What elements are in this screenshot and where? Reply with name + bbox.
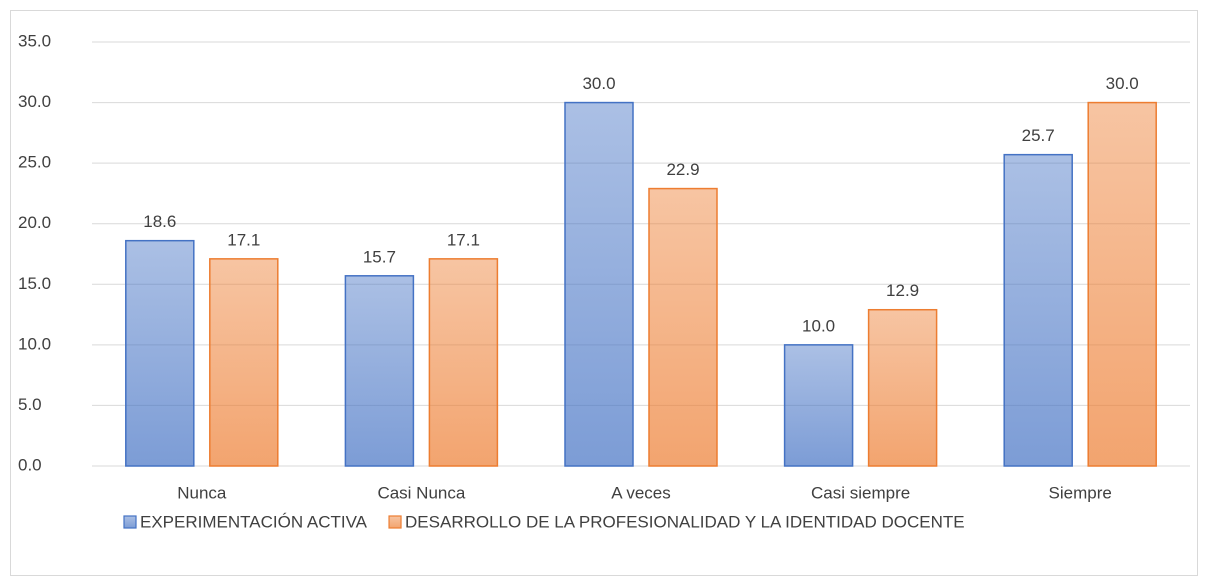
x-tick-label: Nunca xyxy=(177,483,227,502)
data-label: 12.9 xyxy=(886,281,919,300)
bar xyxy=(428,258,499,467)
bar xyxy=(344,275,415,467)
legend-swatch xyxy=(388,515,402,529)
y-tick-label: 25.0 xyxy=(18,153,51,172)
x-tick-label: Casi Nunca xyxy=(377,483,465,502)
legend-label: DESARROLLO DE LA PROFESIONALIDAD Y LA ID… xyxy=(405,512,965,531)
legend-swatch xyxy=(123,515,137,529)
data-label: 17.1 xyxy=(447,230,480,249)
data-label: 22.9 xyxy=(666,160,699,179)
x-tick-label: Casi siempre xyxy=(811,483,910,502)
y-tick-label: 20.0 xyxy=(18,213,51,232)
data-label: 30.0 xyxy=(1106,74,1139,93)
bar xyxy=(867,308,938,467)
legend-label: EXPERIMENTACIÓN ACTIVA xyxy=(140,512,368,531)
y-tick-label: 0.0 xyxy=(18,455,42,474)
data-label: 30.0 xyxy=(582,74,615,93)
data-label: 15.7 xyxy=(363,247,396,266)
y-tick-label: 10.0 xyxy=(18,334,51,353)
data-label: 18.6 xyxy=(143,212,176,231)
bar xyxy=(1003,153,1073,467)
x-tick-label: A veces xyxy=(611,483,671,502)
bar xyxy=(783,344,854,467)
data-label: 17.1 xyxy=(227,230,260,249)
y-tick-label: 30.0 xyxy=(18,92,51,111)
bar xyxy=(564,101,634,467)
x-tick-label: Siempre xyxy=(1049,483,1112,502)
bar xyxy=(1087,101,1157,467)
bar xyxy=(648,187,718,467)
y-tick-label: 15.0 xyxy=(18,274,51,293)
bar xyxy=(125,239,195,467)
bar xyxy=(209,258,279,467)
data-label: 10.0 xyxy=(802,316,835,335)
data-label: 25.7 xyxy=(1022,126,1055,145)
y-tick-label: 5.0 xyxy=(18,395,42,414)
y-tick-label: 35.0 xyxy=(18,31,51,50)
